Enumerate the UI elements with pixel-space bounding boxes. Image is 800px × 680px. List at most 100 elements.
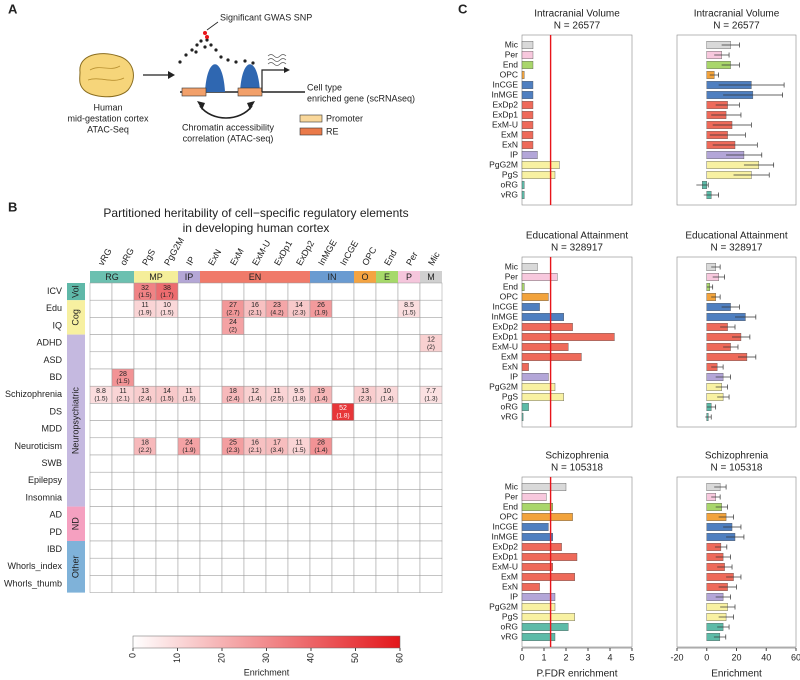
empty-cell	[331, 282, 355, 301]
empty-cell	[111, 437, 135, 456]
cell-secondary: (2.7)	[226, 309, 239, 316]
empty-cell	[309, 403, 333, 421]
re-box	[181, 87, 207, 97]
cell-value: 28	[119, 371, 127, 378]
empty-cell	[89, 299, 113, 318]
column-group	[200, 271, 310, 283]
empty-cell	[243, 506, 267, 525]
column-group	[90, 271, 134, 283]
empty-cell	[397, 420, 421, 439]
bar	[521, 533, 553, 542]
panel-label: B	[8, 199, 17, 214]
row-label: ASD	[43, 355, 62, 365]
empty-cell	[397, 403, 421, 421]
empty-cell	[419, 282, 443, 301]
row-label: Whorls_index	[7, 561, 62, 571]
empty-cell	[89, 403, 113, 421]
empty-cell	[221, 282, 245, 301]
snp-dots	[178, 38, 255, 65]
cell-secondary: (1.8)	[336, 413, 349, 420]
cell-secondary: (1.4)	[380, 395, 393, 402]
category-label: InMGE	[492, 531, 519, 541]
empty-cell	[287, 575, 311, 593]
bar	[521, 61, 534, 70]
empty-cell	[375, 334, 399, 353]
empty-cell	[155, 368, 179, 387]
bar	[521, 543, 562, 552]
row-label: ICV	[47, 286, 62, 296]
empty-cell	[155, 403, 179, 421]
empty-cell	[331, 299, 355, 318]
gene-label: Cell type	[307, 82, 342, 92]
empty-cell	[331, 385, 355, 404]
cell-value: 24	[185, 440, 193, 447]
empty-cell	[265, 334, 289, 353]
empty-cell	[89, 575, 113, 593]
empty-cell	[243, 334, 267, 353]
empty-cell	[287, 334, 311, 353]
bar	[521, 110, 534, 119]
x-tick-label: 2	[563, 652, 568, 662]
category-label: ExM	[501, 571, 518, 581]
empty-cell	[199, 523, 223, 542]
empty-cell	[89, 334, 113, 353]
empty-cell	[287, 506, 311, 525]
empty-cell	[155, 540, 179, 559]
snp-label: Significant GWAS SNP	[220, 12, 312, 22]
tss-head	[284, 67, 290, 73]
cell-value: 11	[185, 388, 192, 395]
plot-frame	[676, 476, 797, 648]
chart-title: Intracranial Volume	[694, 9, 780, 20]
empty-cell	[353, 437, 377, 456]
cell-secondary: (1.9)	[314, 309, 327, 316]
legend-label: RE	[326, 126, 339, 136]
cell-secondary: (1.5)	[160, 395, 173, 402]
empty-cell	[353, 317, 377, 335]
empty-cell	[199, 540, 223, 559]
cell-value: 14	[163, 388, 171, 395]
empty-cell	[375, 351, 399, 370]
cell-secondary: (1.5)	[94, 395, 107, 402]
empty-cell	[177, 403, 201, 421]
empty-cell	[419, 299, 443, 318]
bar	[521, 623, 569, 632]
empty-cell	[89, 506, 113, 525]
x-tick-label: 3	[585, 652, 590, 662]
bar	[521, 51, 534, 60]
bar	[521, 273, 558, 282]
empty-cell	[221, 368, 245, 387]
x-tick-label: 40	[761, 652, 771, 662]
empty-cell	[89, 489, 113, 507]
x-tick-label: 20	[731, 652, 741, 662]
row-label: Whorls_thumb	[4, 578, 62, 588]
column-group	[398, 271, 420, 283]
empty-cell	[89, 471, 113, 490]
empty-cell	[353, 454, 377, 473]
category-label: PgS	[502, 611, 518, 621]
empty-cell	[331, 489, 355, 507]
cell-value: 32	[141, 285, 149, 292]
gene-label: enriched gene (scRNAseq)	[307, 93, 415, 103]
row-label: Insomnia	[25, 492, 62, 502]
category-label: PgG2M	[489, 601, 518, 611]
empty-cell	[111, 420, 135, 439]
cell-secondary: (1.7)	[160, 292, 173, 299]
empty-cell	[265, 489, 289, 507]
chart-subtitle: N = 328917	[711, 243, 763, 254]
atac-peak	[240, 64, 260, 92]
cell-secondary: (1.5)	[402, 309, 415, 316]
bar	[521, 513, 573, 522]
empty-cell	[199, 299, 223, 318]
empty-cell	[89, 368, 113, 387]
category-label: End	[503, 501, 518, 511]
empty-cell	[353, 523, 377, 542]
empty-cell	[265, 506, 289, 525]
empty-cell	[199, 351, 223, 370]
correlation-arc	[199, 105, 253, 119]
column-label: IP	[184, 255, 197, 267]
empty-cell	[309, 317, 333, 335]
category-label: OPC	[500, 69, 518, 79]
tissue-label: mid-gestation cortex	[67, 113, 149, 123]
empty-cell	[419, 317, 443, 335]
cell-value: 19	[317, 388, 325, 395]
